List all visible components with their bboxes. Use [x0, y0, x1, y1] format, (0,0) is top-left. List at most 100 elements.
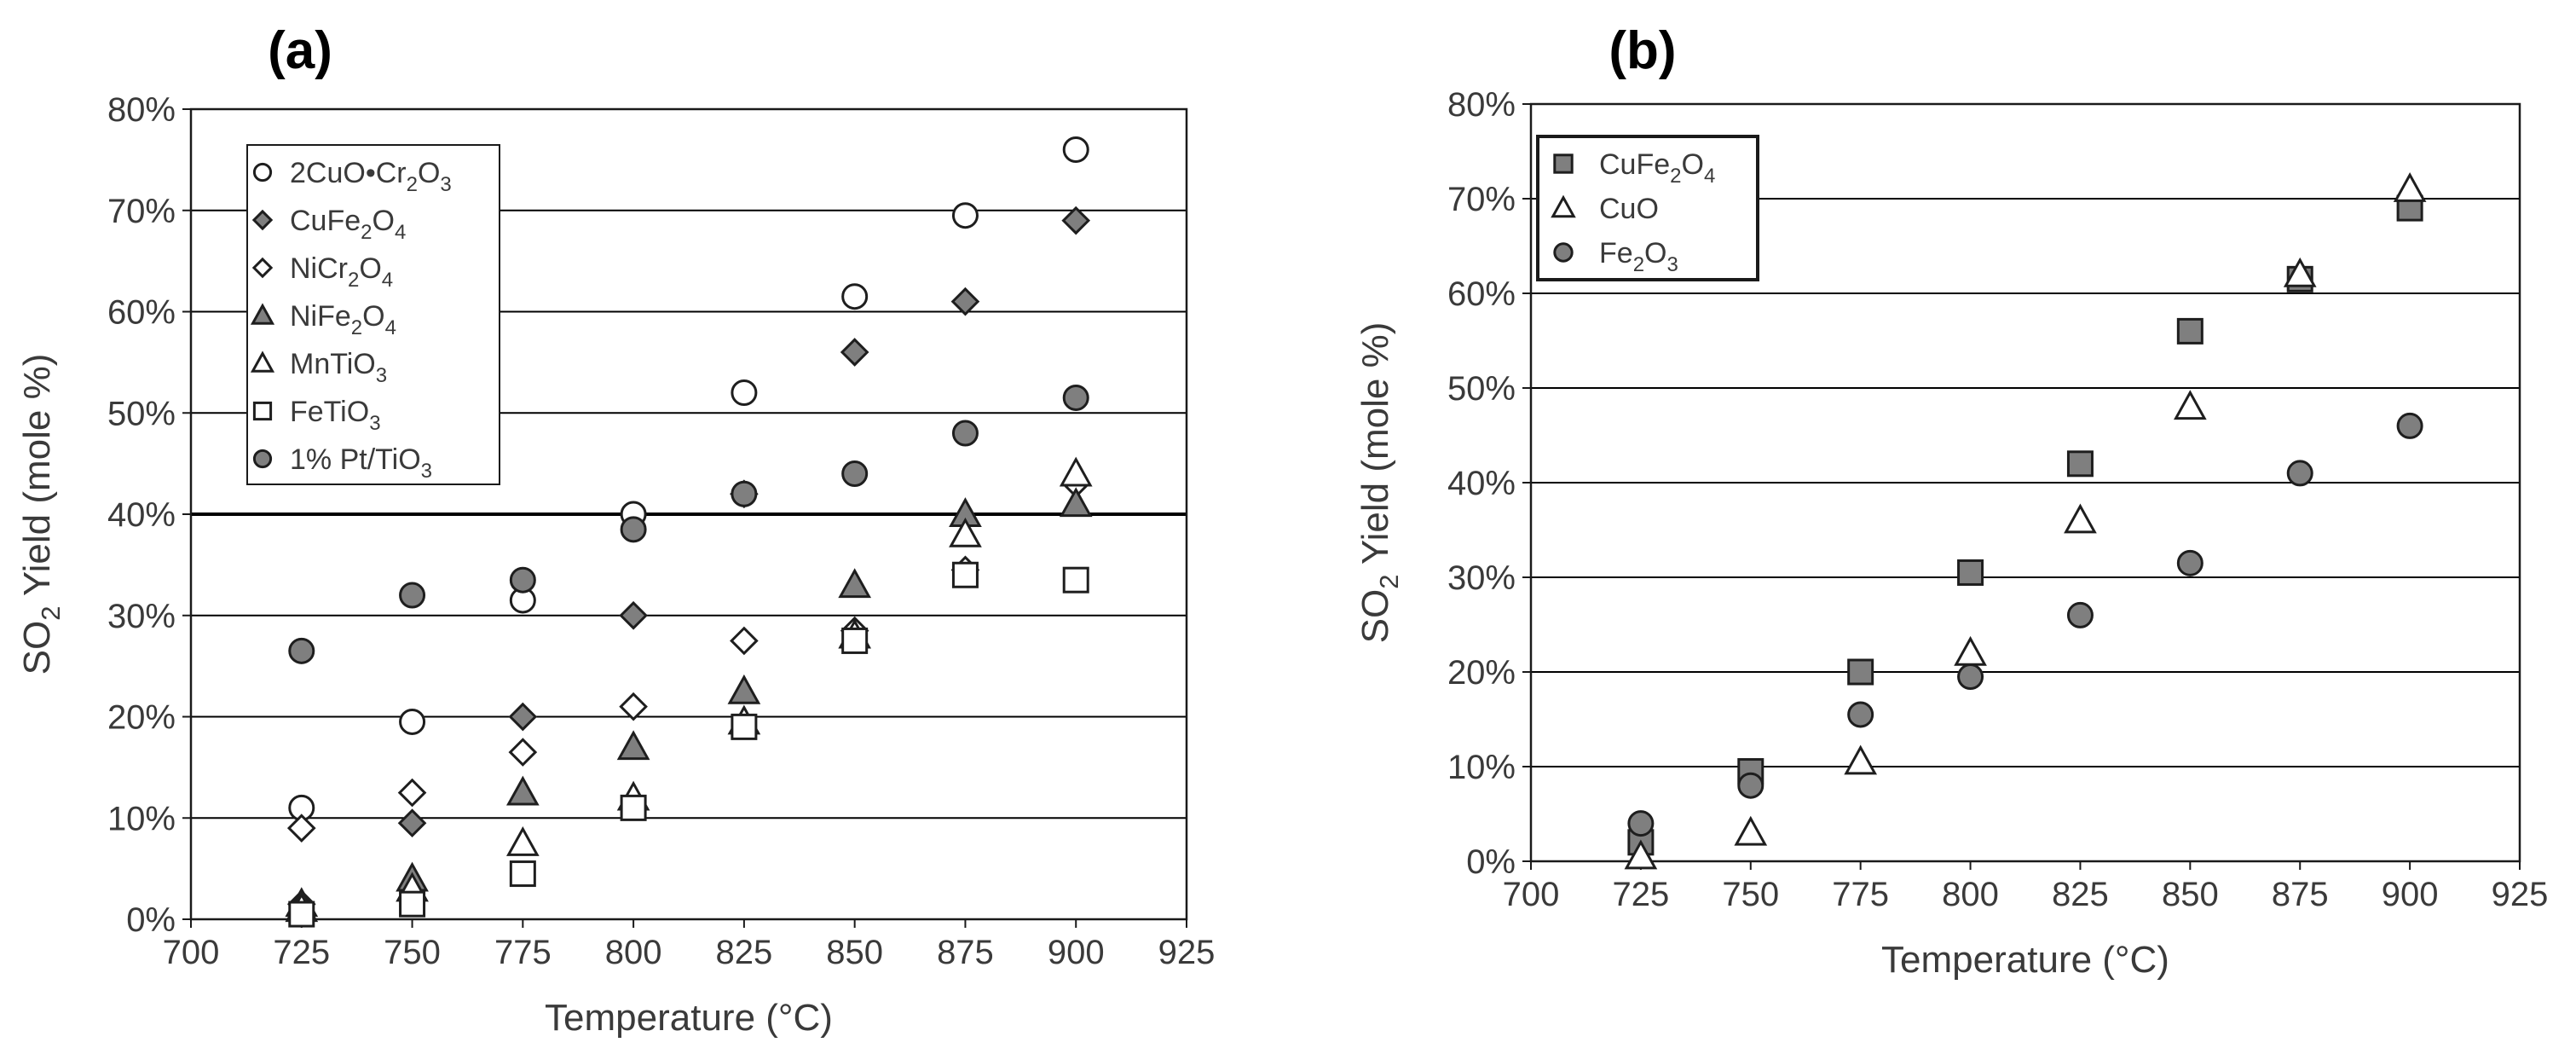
x-tick-label: 800: [1942, 876, 1999, 913]
x-tick-label: 875: [2272, 876, 2329, 913]
data-point: [1734, 815, 1768, 846]
data-point: [2176, 549, 2203, 576]
data-point: [399, 890, 426, 918]
x-tick-label: 800: [605, 934, 662, 971]
data-point: [841, 460, 869, 487]
x-tick-label: 825: [2052, 876, 2109, 913]
x-tick-label: 700: [163, 934, 220, 971]
data-point: [2283, 257, 2317, 287]
legend-label: CuFe2O4: [1599, 148, 1715, 188]
data-point: [509, 860, 536, 888]
legend-label: NiFe2O4: [290, 300, 396, 339]
data-point: [399, 582, 426, 609]
y-tick-label: 0%: [1466, 843, 1516, 881]
x-tick-label: 900: [1048, 934, 1105, 971]
x-tick-label: 775: [494, 934, 552, 971]
legend-marker: [251, 209, 274, 231]
legend-label: CuO: [1599, 193, 1659, 225]
x-tick-label: 725: [1613, 876, 1670, 913]
x-tick-label: 900: [2382, 876, 2439, 913]
data-point: [731, 480, 758, 507]
y-tick-label: 60%: [1447, 275, 1516, 313]
legend-label: 2CuO•Cr2O3: [290, 157, 452, 196]
data-point: [1847, 701, 1874, 728]
data-point: [509, 566, 536, 594]
x-tick-label: 775: [1832, 876, 1889, 913]
x-tick-label: 700: [1503, 876, 1560, 913]
data-point: [619, 600, 648, 630]
data-point: [399, 708, 426, 735]
x-tick-label: 875: [937, 934, 994, 971]
data-point: [620, 794, 647, 821]
data-point: [1062, 566, 1089, 594]
data-point: [1062, 136, 1089, 163]
legend-label: CuFe2O4: [290, 205, 406, 244]
legend-label: 1% Pt/TiO3: [290, 443, 432, 483]
series-6: [288, 384, 1089, 664]
data-point: [1059, 487, 1093, 518]
data-point: [2064, 503, 2097, 534]
series-5: [288, 561, 1089, 928]
y-tick-label: 40%: [1447, 465, 1516, 502]
legend-box: [246, 144, 500, 485]
x-axis-title: Temperature (°C): [1881, 939, 2169, 981]
y-axis-title: SO2 Yield (mole %): [1354, 322, 1404, 644]
chart-panel-a: (a) 0% 10% 20% 30% 40% 50% 60% 70% 80% 700 725 750 77…: [16, 21, 1215, 1039]
y-tick-label: 50%: [107, 395, 176, 432]
legend-marker: [251, 257, 274, 279]
data-point: [731, 713, 758, 740]
data-point: [288, 637, 315, 664]
data-point: [1847, 658, 1874, 686]
data-point: [1954, 635, 1987, 666]
y-tick-label: 20%: [107, 699, 176, 737]
data-point: [841, 283, 869, 310]
data-point: [731, 379, 758, 406]
data-point: [1957, 559, 1984, 586]
data-point: [1844, 744, 1878, 775]
data-point: [949, 517, 982, 547]
series-0: [1627, 194, 2423, 856]
legend-label: Fe2O3: [1599, 237, 1678, 276]
y-tick-label: 0%: [126, 901, 176, 939]
legend-marker: [250, 350, 275, 373]
data-point: [1957, 663, 1984, 691]
data-point: [951, 202, 979, 229]
data-point: [2176, 317, 2203, 345]
legend: CuFe2O4 CuO Fe2O3: [1536, 135, 1759, 281]
y-tick-label: 50%: [1447, 370, 1516, 408]
data-point: [1059, 456, 1093, 487]
data-point: [288, 901, 315, 928]
x-tick-label: 750: [384, 934, 441, 971]
y-tick-label: 70%: [107, 193, 176, 230]
x-tick-label: 725: [273, 934, 330, 971]
data-point: [619, 692, 648, 721]
legend-label: FeTiO3: [290, 396, 381, 435]
data-point: [2173, 390, 2207, 420]
data-point: [950, 287, 980, 316]
data-point: [2396, 412, 2423, 439]
x-tick-label: 925: [2492, 876, 2549, 913]
legend-marker: [1553, 153, 1574, 174]
data-point: [397, 778, 427, 808]
data-point: [840, 338, 869, 367]
x-tick-label: 925: [1158, 934, 1216, 971]
series-1: [286, 206, 1091, 919]
data-point: [508, 702, 538, 732]
data-point: [951, 561, 979, 588]
y-tick-label: 60%: [107, 294, 176, 332]
y-tick-label: 10%: [107, 800, 176, 837]
data-point: [616, 730, 650, 761]
data-point: [505, 775, 540, 806]
data-point: [2393, 172, 2427, 202]
y-axis-title: SO2 Yield (mole %): [16, 354, 66, 675]
legend-label: NiCr2O4: [290, 252, 393, 292]
y-tick-label: 80%: [107, 91, 176, 129]
series-3: [285, 487, 1093, 918]
legend-marker: [1553, 242, 1574, 263]
series-4: [285, 456, 1093, 923]
panel-label-b: (b): [1609, 21, 1676, 80]
data-point: [2066, 601, 2094, 628]
y-tick-label: 30%: [107, 598, 176, 635]
legend-marker: [1551, 194, 1576, 218]
data-point: [505, 826, 540, 856]
